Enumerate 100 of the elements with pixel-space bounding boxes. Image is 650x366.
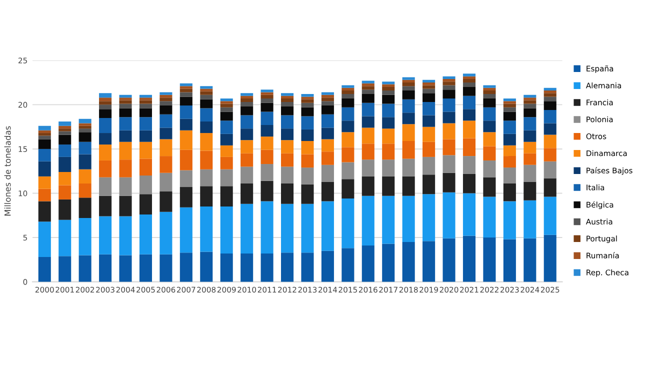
bar [321,101,334,106]
bar [382,128,395,144]
bar [544,93,556,97]
bar [280,98,294,102]
bar [362,196,374,246]
bar [362,116,374,128]
bar [119,255,132,282]
bar [220,98,233,102]
bar [58,122,72,126]
bar [38,222,51,258]
bar [342,162,354,180]
bar [240,96,254,98]
bar [462,174,476,194]
bar [342,85,354,88]
bar [503,201,516,240]
bar [280,115,294,129]
bar [139,94,152,98]
bar [462,193,476,236]
bar [119,98,132,100]
bar [382,82,395,84]
bar [99,109,112,118]
bar [260,180,274,202]
bar [503,112,516,121]
bar [240,102,254,106]
bar [58,256,72,282]
bar [99,254,112,282]
bar [402,77,415,80]
bar [382,144,395,160]
bar [280,153,294,167]
bar [220,186,233,207]
bar [160,92,172,95]
bar [119,117,132,130]
bar [160,101,172,106]
bar [200,122,213,134]
bar [442,192,456,238]
bar [260,150,274,164]
bar [483,177,496,197]
bar [301,252,314,282]
bar [139,158,152,176]
bar [321,94,334,98]
bar [544,134,556,148]
bar [38,148,51,162]
bar [342,198,354,248]
bar [139,104,152,108]
bar [524,164,536,182]
bar [200,206,213,252]
bar [402,196,415,242]
bar [422,88,436,94]
bar [119,177,132,196]
bar [280,252,294,282]
bar [483,238,496,282]
bar [462,156,476,174]
bar [442,90,456,98]
bar [119,108,132,118]
bar [422,156,436,175]
bar [180,92,192,97]
bar [342,179,354,199]
bar [503,101,516,104]
bar [280,184,294,204]
bar [524,108,536,118]
bar [260,136,274,150]
bar [58,185,72,200]
bar [301,102,314,108]
bar [321,92,334,95]
bar [240,115,254,129]
bar [382,84,395,87]
bar [200,88,213,92]
bar [503,107,516,112]
bar [78,255,92,282]
bar [422,174,436,194]
bar [402,140,415,159]
bar [301,94,314,97]
bar [483,196,496,238]
bar [180,96,192,106]
bar [462,86,476,96]
bar [119,216,132,256]
bar [362,83,374,86]
bar [280,102,294,106]
bar [544,178,556,197]
bar [402,124,415,141]
bar [524,182,536,200]
bar [78,123,92,126]
bar [321,201,334,251]
bar [180,86,192,89]
bar [422,80,436,83]
bar [38,126,51,130]
bar [442,172,456,192]
bar [503,120,516,134]
bar [78,154,92,170]
bar [200,86,213,89]
bar [200,150,213,170]
bar [220,107,233,112]
bar [220,112,233,121]
bar [402,242,415,282]
bar [139,130,152,142]
bar [260,253,274,282]
bar [483,90,496,94]
bar [280,93,294,96]
bar [160,94,172,98]
bar [260,90,274,92]
